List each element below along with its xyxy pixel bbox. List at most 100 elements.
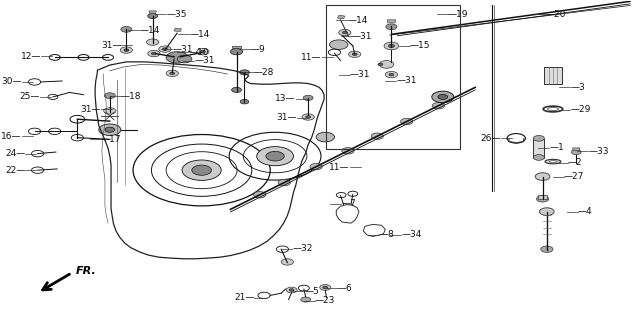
Circle shape xyxy=(99,124,121,135)
Text: —34: —34 xyxy=(401,230,422,239)
Text: —35: —35 xyxy=(166,10,186,19)
Bar xyxy=(538,195,547,199)
Circle shape xyxy=(401,118,413,125)
Text: —29: —29 xyxy=(570,105,590,114)
Circle shape xyxy=(302,114,314,120)
Circle shape xyxy=(386,24,397,30)
Text: —6: —6 xyxy=(337,284,352,292)
Text: —14: —14 xyxy=(348,16,368,25)
Text: —3: —3 xyxy=(570,83,585,92)
Text: —18: —18 xyxy=(121,92,142,101)
Text: —19: —19 xyxy=(447,10,468,19)
Circle shape xyxy=(306,116,310,118)
Text: 12—: 12— xyxy=(21,52,41,61)
Circle shape xyxy=(286,287,297,293)
Circle shape xyxy=(541,246,553,252)
Circle shape xyxy=(310,164,322,170)
Circle shape xyxy=(533,135,544,141)
Circle shape xyxy=(148,50,160,57)
Circle shape xyxy=(371,133,384,139)
Circle shape xyxy=(533,155,544,160)
Text: —17: —17 xyxy=(100,135,121,144)
Text: —31: —31 xyxy=(173,44,193,54)
Circle shape xyxy=(342,148,354,154)
Circle shape xyxy=(170,72,174,75)
Circle shape xyxy=(231,87,241,92)
Text: —5: —5 xyxy=(305,287,319,296)
Text: —27: —27 xyxy=(564,172,585,181)
Ellipse shape xyxy=(545,159,561,164)
Text: 25—: 25— xyxy=(20,92,40,101)
Circle shape xyxy=(384,42,399,50)
Circle shape xyxy=(386,71,398,78)
Text: 16—: 16— xyxy=(1,132,21,140)
Circle shape xyxy=(323,286,328,289)
Circle shape xyxy=(320,284,331,290)
Circle shape xyxy=(162,48,167,50)
Text: 30—: 30— xyxy=(1,77,21,86)
Bar xyxy=(533,139,544,158)
Text: 11—: 11— xyxy=(301,53,322,62)
Text: —4: —4 xyxy=(578,207,593,216)
Text: —9: —9 xyxy=(251,44,265,54)
Text: —31: —31 xyxy=(351,32,372,41)
Circle shape xyxy=(352,53,357,55)
Text: —31: —31 xyxy=(396,76,416,85)
Circle shape xyxy=(289,289,294,291)
Circle shape xyxy=(148,13,157,19)
Text: —8: —8 xyxy=(379,230,394,239)
Circle shape xyxy=(104,108,116,114)
Circle shape xyxy=(253,192,266,198)
Polygon shape xyxy=(573,148,580,150)
Text: 22—: 22— xyxy=(5,166,25,175)
Circle shape xyxy=(231,49,243,55)
Circle shape xyxy=(379,60,394,68)
Circle shape xyxy=(388,44,394,48)
Circle shape xyxy=(152,52,156,55)
Polygon shape xyxy=(387,20,396,23)
Circle shape xyxy=(343,31,348,34)
Circle shape xyxy=(303,95,313,100)
Text: 13—: 13— xyxy=(276,94,296,103)
Text: 21—: 21— xyxy=(234,293,254,302)
Circle shape xyxy=(378,63,383,66)
Circle shape xyxy=(105,127,115,132)
Circle shape xyxy=(329,40,348,50)
Circle shape xyxy=(166,70,178,76)
Text: —14: —14 xyxy=(190,30,210,39)
Circle shape xyxy=(197,49,209,55)
Circle shape xyxy=(200,50,205,53)
Text: —20: —20 xyxy=(545,10,566,19)
Text: FR.: FR. xyxy=(76,266,97,276)
Text: 11—: 11— xyxy=(329,163,349,172)
Text: —2: —2 xyxy=(568,158,582,167)
Text: 24—: 24— xyxy=(5,149,25,158)
Text: 31—: 31— xyxy=(81,105,101,114)
Text: —14: —14 xyxy=(139,26,159,35)
Circle shape xyxy=(104,93,115,99)
Circle shape xyxy=(537,196,549,202)
Circle shape xyxy=(166,52,188,63)
Circle shape xyxy=(278,179,290,186)
Polygon shape xyxy=(149,11,156,13)
Text: —15: —15 xyxy=(410,41,430,51)
Text: 31—: 31— xyxy=(101,41,121,50)
Text: —31: —31 xyxy=(349,70,370,79)
Circle shape xyxy=(192,165,212,175)
Circle shape xyxy=(339,29,351,36)
Circle shape xyxy=(301,297,310,302)
Circle shape xyxy=(182,160,221,180)
Ellipse shape xyxy=(547,108,559,111)
Text: —31: —31 xyxy=(194,56,215,65)
Circle shape xyxy=(177,55,192,63)
Circle shape xyxy=(432,91,454,103)
Text: —10: —10 xyxy=(188,48,209,57)
Text: —28: —28 xyxy=(253,68,274,76)
Circle shape xyxy=(281,259,293,265)
Bar xyxy=(544,67,561,84)
Circle shape xyxy=(159,46,171,52)
Text: —7: —7 xyxy=(341,199,356,208)
Circle shape xyxy=(571,149,581,155)
Ellipse shape xyxy=(549,161,557,163)
Circle shape xyxy=(438,94,447,100)
